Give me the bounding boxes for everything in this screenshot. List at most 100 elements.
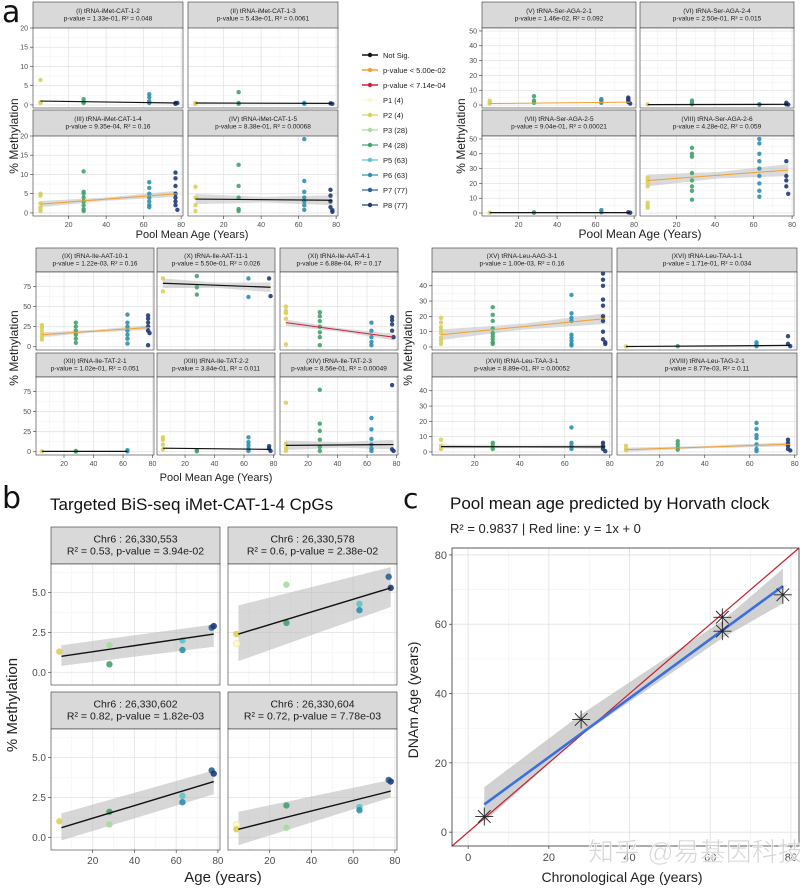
legend-item: P2 (4) xyxy=(362,111,404,120)
data-point xyxy=(786,334,790,338)
facet-stats: p-value = 6.88e-04, R² = 0.17 xyxy=(297,261,382,268)
data-point xyxy=(369,343,373,347)
legend-item: P5 (63) xyxy=(362,156,408,165)
data-point xyxy=(106,661,112,667)
data-point xyxy=(302,190,306,194)
x-tick-label: 20 xyxy=(264,856,276,867)
data-point xyxy=(193,209,197,213)
data-point xyxy=(193,185,197,189)
data-point xyxy=(38,201,42,205)
data-point xyxy=(690,184,694,188)
data-point xyxy=(173,203,177,207)
y-tick-label: 50 xyxy=(23,304,31,311)
data-point xyxy=(569,311,573,315)
y-tick-label: 50 xyxy=(469,28,477,35)
data-point xyxy=(390,322,394,326)
data-point xyxy=(284,342,288,346)
data-point xyxy=(318,319,322,323)
x-tick-label: 60 xyxy=(240,461,248,468)
x-tick-label: 40 xyxy=(701,461,709,468)
facet: (XV) tRNA-Leu-AAG-3-1p-value = 1.00e-03,… xyxy=(419,248,612,351)
data-point xyxy=(646,184,650,188)
legend-key-point xyxy=(368,83,372,87)
y-tick-label: 5 xyxy=(24,83,28,90)
legend-label: P5 (63) xyxy=(383,156,408,165)
data-point xyxy=(784,174,788,178)
y-tick-label: 40 xyxy=(469,43,477,50)
data-point xyxy=(318,421,322,425)
facet-stats: p-value = 5.43e-01, R² = 0.0061 xyxy=(217,15,310,22)
data-point xyxy=(491,313,495,317)
facet: (I) tRNA-iMet-CAT-1-2p-value = 1.33e-01,… xyxy=(20,2,183,109)
x-tick-label: 20 xyxy=(673,222,681,229)
y-tick-label: 0 xyxy=(24,210,28,217)
facet-stats: p-value = 1.00e-03, R² = 0.16 xyxy=(480,261,565,268)
panel-b-title: Targeted BiS-seq iMet-CAT-1-4 CpGs xyxy=(50,495,333,514)
y-tick-label: 40 xyxy=(435,689,447,701)
data-point xyxy=(195,449,199,453)
legend-key-point xyxy=(368,68,372,72)
legend-key-point xyxy=(368,173,372,177)
legend-label: P8 (77) xyxy=(383,201,408,210)
facet-stats: p-value = 8.38e-01, R² = 0.00068 xyxy=(215,123,311,130)
facet-title: (XIV) tRNA-Ile-TAT-2-3 xyxy=(306,358,372,365)
x-tick-label: 60 xyxy=(561,461,569,468)
data-point xyxy=(491,342,495,346)
panel-a-ylabel-top-left: % Methylation xyxy=(7,98,21,173)
legend-item: p-value < 5.00e-02 xyxy=(362,66,446,75)
y-tick-label: 0 xyxy=(24,102,28,109)
data-point xyxy=(601,329,605,333)
data-point xyxy=(125,320,129,324)
y-tick-label: 0.0 xyxy=(32,668,46,679)
x-tick-label: 80 xyxy=(270,461,278,468)
x-tick-label: 20 xyxy=(60,461,68,468)
x-tick-label: 40 xyxy=(129,856,141,867)
data-point xyxy=(195,274,199,278)
data-point xyxy=(125,324,129,328)
data-point xyxy=(147,331,151,335)
data-point xyxy=(38,193,42,197)
data-point xyxy=(757,195,761,199)
regression-line xyxy=(286,445,394,446)
data-point xyxy=(179,647,185,653)
panel-a-xlabel-top-left: Pool Mean Age (Years) xyxy=(136,229,249,241)
y-tick-label: 25 xyxy=(23,324,31,331)
y-tick-label: 20 xyxy=(20,133,28,140)
data-point xyxy=(388,778,394,784)
data-point xyxy=(786,192,790,196)
data-point xyxy=(690,189,694,193)
data-point xyxy=(690,198,694,202)
data-point xyxy=(356,601,362,607)
data-point xyxy=(195,285,199,289)
data-point xyxy=(74,333,78,337)
data-point xyxy=(757,141,761,145)
data-point xyxy=(369,449,373,453)
facet: (VI) tRNA-Ser-AGA-2-4p-value = 2.50e-01,… xyxy=(640,2,794,108)
data-point xyxy=(757,189,761,193)
legend-label: p-value < 7.14e-04 xyxy=(383,81,446,90)
data-point xyxy=(391,449,395,453)
x-tick-label: 80 xyxy=(393,461,401,468)
y-tick-label: 10 xyxy=(20,64,28,71)
data-point xyxy=(757,159,761,163)
y-tick-label: 20 xyxy=(419,419,427,426)
y-tick-label: 5.0 xyxy=(32,753,46,764)
data-point xyxy=(328,193,332,197)
x-tick-label: 20 xyxy=(543,852,555,864)
data-point xyxy=(267,276,271,280)
data-point xyxy=(175,208,179,212)
y-tick-label: 10 xyxy=(469,88,477,95)
data-point xyxy=(757,181,761,185)
facet-title: (I) tRNA-iMet-CAT-1-2 xyxy=(76,8,140,15)
x-tick-label: 80 xyxy=(149,461,157,468)
data-point xyxy=(318,449,322,453)
data-point xyxy=(161,276,165,280)
x-tick-label: 20 xyxy=(304,461,312,468)
x-tick-label: 60 xyxy=(295,222,303,229)
panel-a-ylabel-bottom-right: % Methylation xyxy=(401,310,415,385)
